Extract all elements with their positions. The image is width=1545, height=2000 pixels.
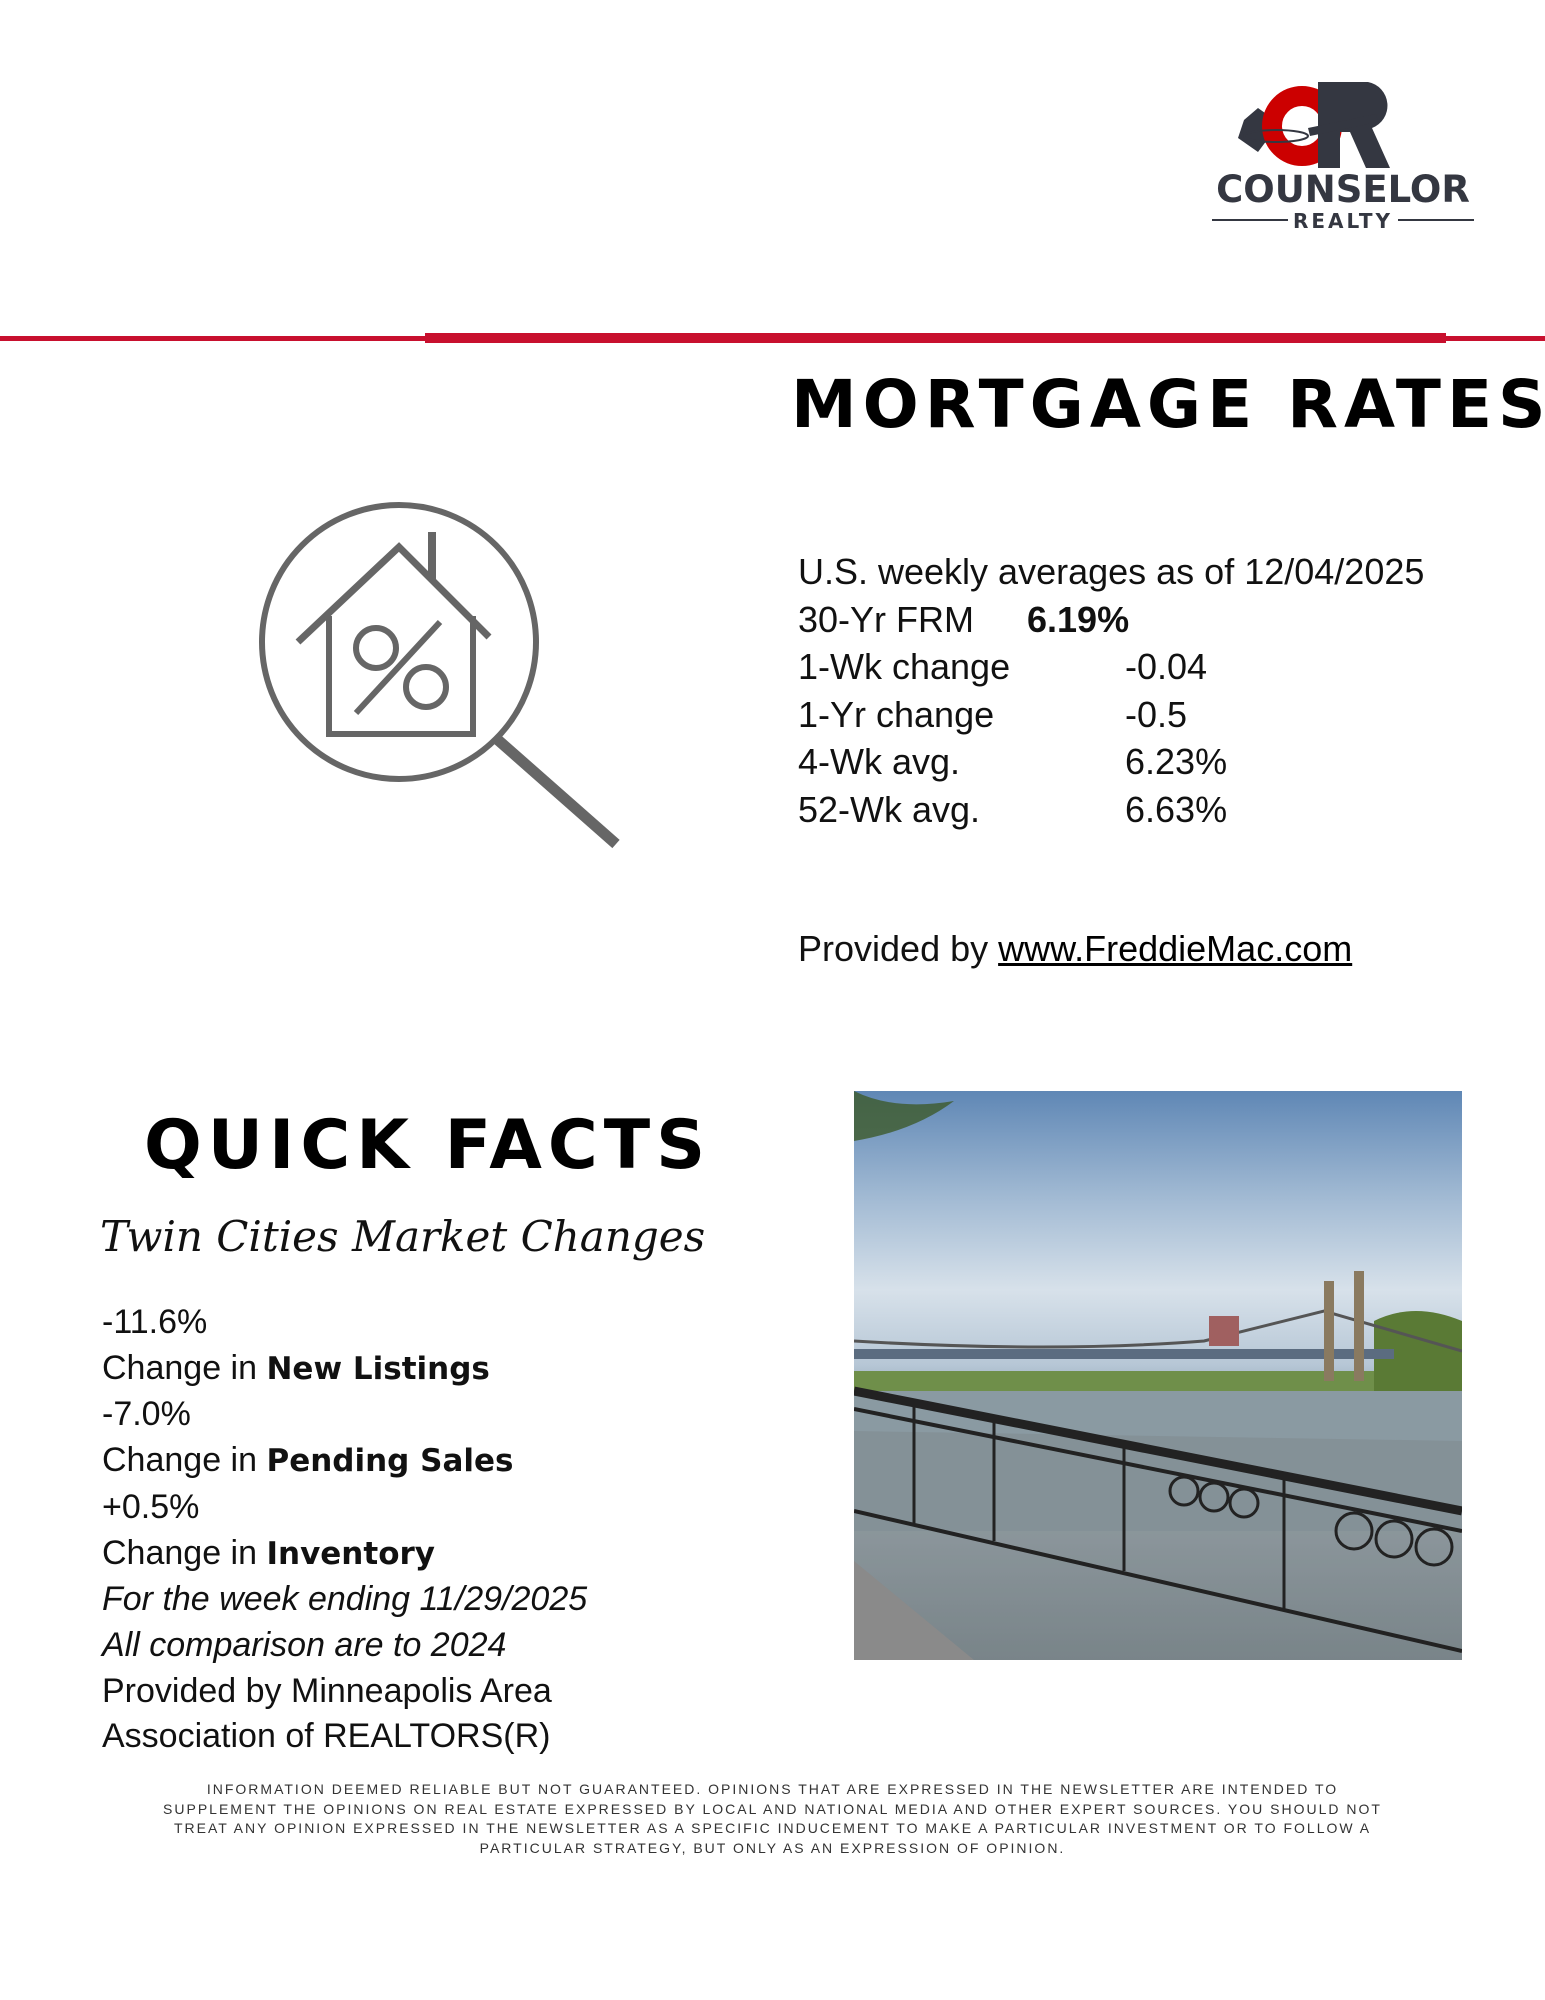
rate-label: 30-Yr FRM [798,598,975,640]
rate-row: 1-Wk change -0.04 [798,643,1424,691]
rate-value: -0.04 [1125,646,1208,687]
fact-source: Association of REALTORS(R) [102,1717,551,1756]
rate-value: 6.19% [1027,598,1130,640]
rates-source-prefix: Provided by [798,928,999,969]
fact-value: +0.5% [102,1487,200,1526]
rate-row: 52-Wk avg. 6.63% [798,786,1424,834]
fact-value: -7.0% [102,1395,191,1434]
mortgage-rates-table: U.S. weekly averages as of 12/04/2025 30… [798,548,1424,833]
rate-row: 30-Yr FRM 6.19% [798,596,1424,644]
fact-value: -11.6% [102,1303,208,1341]
fact-label: Change in Pending Sales [102,1441,514,1480]
river-bridge-photo [854,1091,1462,1660]
rate-value: -0.5 [1125,693,1188,735]
divider-accent [425,333,1446,343]
rate-row: 1-Yr change -0.5 [798,691,1424,739]
rate-value: 6.23% [1125,741,1228,782]
quick-facts-list: -11.6% Change in New Listings -7.0% Chan… [102,1300,587,1760]
quick-facts-title: QUICK FACTS [144,1106,712,1185]
fact-metric: New Listings [266,1350,490,1387]
counselor-realty-logo: COUNSELOR REALTY [1208,78,1478,233]
house-percent-magnifier-icon [250,490,630,850]
disclaimer: INFORMATION DEEMED RELIABLE BUT NOT GUAR… [163,1781,1382,1856]
mortgage-rates-title: MORTGAGE RATES [791,366,1545,443]
logo-name: COUNSELOR [1216,168,1470,211]
freddiemac-link[interactable]: www.FreddieMac.com [998,928,1353,969]
fact-label: Change in Inventory [102,1533,435,1572]
fact-label: Change in New Listings [102,1348,490,1387]
fact-metric: Inventory [266,1535,435,1572]
fact-metric: Pending Sales [266,1443,514,1480]
rate-label: 1-Wk change [798,646,1011,687]
fact-source: Provided by Minneapolis Area [102,1671,552,1710]
fact-week: For the week ending 11/29/2025 [102,1580,588,1619]
rate-value: 6.63% [1125,788,1228,830]
fact-comparison: All comparison are to 2024 [102,1625,507,1664]
rate-label: 4-Wk avg. [798,741,961,782]
rates-heading: U.S. weekly averages as of 12/04/2025 [798,551,1425,592]
rate-label: 1-Yr change [798,693,995,735]
rate-row: 4-Wk avg. 6.23% [798,738,1424,786]
rate-label: 52-Wk avg. [798,788,981,830]
logo-sub: REALTY [1293,209,1393,233]
rates-source: Provided by www.FreddieMac.com [798,928,1352,970]
quick-facts-subtitle: Twin Cities Market Changes [100,1212,706,1261]
